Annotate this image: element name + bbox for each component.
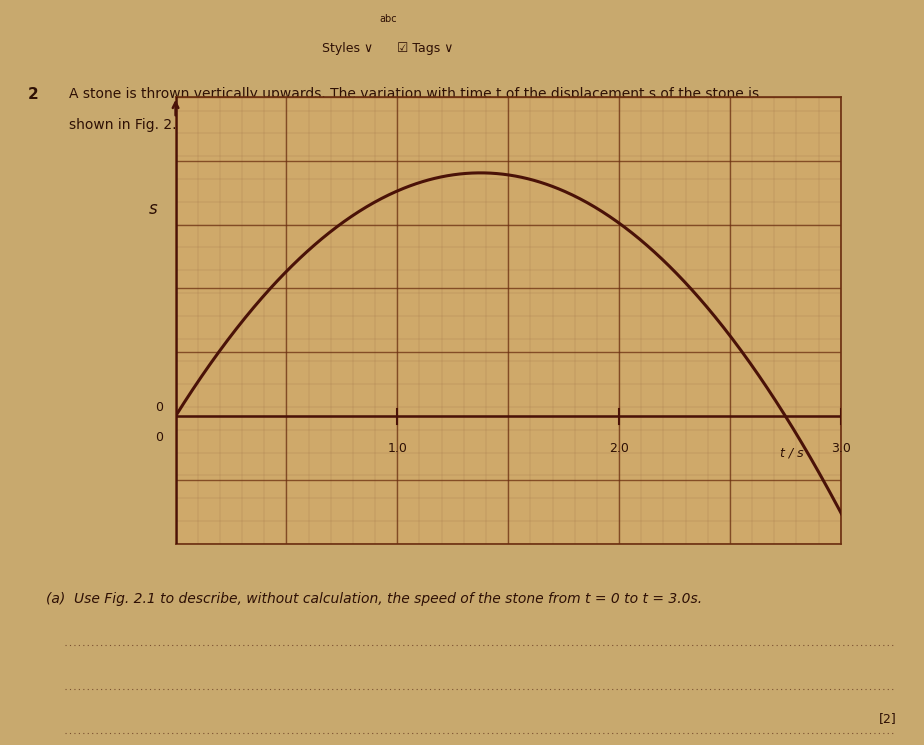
- Text: 2.0: 2.0: [609, 442, 629, 455]
- Text: t / s: t / s: [780, 446, 804, 460]
- Text: 0: 0: [155, 401, 164, 413]
- Text: 0: 0: [155, 431, 164, 444]
- Text: shown in Fig. 2.1.: shown in Fig. 2.1.: [69, 118, 190, 132]
- Text: [2]: [2]: [879, 711, 896, 725]
- Text: 1.0: 1.0: [387, 442, 407, 455]
- Text: 3.0: 3.0: [831, 442, 851, 455]
- Text: 2: 2: [28, 87, 39, 102]
- Text: s: s: [149, 200, 158, 218]
- Text: abc: abc: [379, 13, 397, 24]
- Text: A stone is thrown vertically upwards. The variation with time t of the displacem: A stone is thrown vertically upwards. Th…: [69, 87, 760, 101]
- Text: Styles ∨      ☑ Tags ∨: Styles ∨ ☑ Tags ∨: [322, 42, 454, 55]
- Text: (a)  Use Fig. 2.1 to describe, without calculation, the speed of the stone from : (a) Use Fig. 2.1 to describe, without ca…: [46, 592, 702, 606]
